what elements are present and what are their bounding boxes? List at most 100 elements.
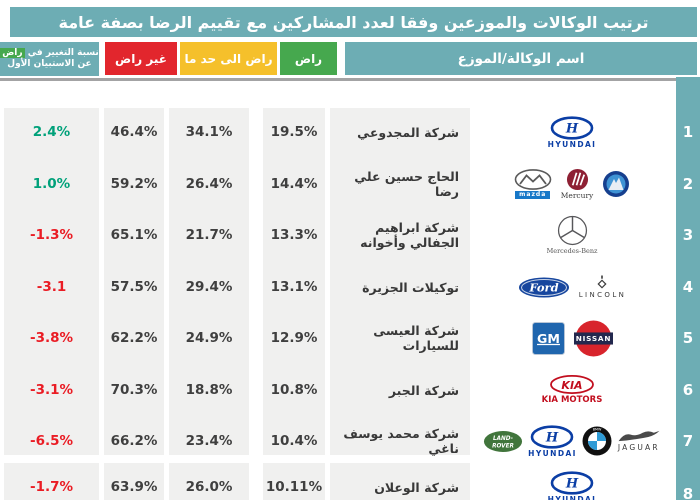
- not-satisfied-value: 63.9%: [110, 479, 158, 495]
- svg-text:H: H: [565, 121, 579, 136]
- mazda-logo: mazda: [514, 169, 552, 199]
- change-value: 1.0%: [32, 176, 71, 192]
- svg-text:H: H: [565, 476, 579, 491]
- column-header-satisfied: راض: [280, 42, 337, 75]
- hyundai-logo: H HYUNDAI: [548, 471, 597, 500]
- somewhat-satisfied-value: 34.1%: [185, 124, 233, 140]
- rank-number: 8: [682, 485, 694, 500]
- column-header-agency-name: اسم الوكالة/الموزع: [345, 42, 697, 75]
- column-strip: [169, 108, 249, 455]
- agency-name: توكيلات الجزيرة: [362, 279, 459, 295]
- svg-text:LAND-: LAND-: [493, 435, 514, 441]
- agency-name: شركة العيسى للسيارات: [373, 323, 459, 353]
- mercury-logo: Mercury: [561, 168, 593, 200]
- page-title: ترتيب الوكالات والموزعين وفقا لعدد المشا…: [10, 7, 697, 37]
- satisfied-value: 10.8%: [270, 382, 318, 398]
- satisfied-label: راض: [294, 51, 323, 66]
- svg-text:NISSAN: NISSAN: [575, 334, 610, 343]
- satisfied-value: 19.5%: [270, 124, 318, 140]
- agency-name: الحاج حسين علي رضا: [354, 169, 459, 199]
- change-value: -1.3%: [29, 227, 74, 243]
- column-header-change: نسبة التغيير في راض عن الاستبيان الأول: [0, 42, 99, 76]
- agency-column-label: اسم الوكالة/الموزع: [457, 50, 585, 67]
- gm-logo: GM: [531, 321, 565, 355]
- svg-text:KIA: KIA: [561, 379, 582, 392]
- brand-logos: Mercedes-Benz: [472, 209, 672, 261]
- table-row: -1.7% 63.9% 26.0% 10.11% شركة الوعلان H HYUNDA…: [0, 461, 700, 500]
- rank-number-bar: 1 2 3 4 5 6 7 8: [676, 77, 700, 500]
- column-strip: [263, 463, 325, 500]
- jaguar-logo: JAGUAR: [617, 430, 661, 452]
- satisfied-value: 13.1%: [270, 279, 318, 295]
- svg-text:ROVER: ROVER: [492, 443, 514, 449]
- brand-logos: H HYUNDAI: [472, 106, 672, 158]
- change-header-prefix: نسبة التغيير في: [27, 48, 99, 58]
- table-row: -3.1% 70.3% 18.8% 10.8% شركة الجبر KIA KIA MOT…: [0, 364, 700, 416]
- not-satisfied-label: غير راض: [115, 51, 167, 66]
- brand-logos: H HYUNDAI: [472, 461, 672, 500]
- table-row: 2.4% 46.4% 34.1% 19.5% شركة المجدوعي H HYUNDAI: [0, 106, 700, 158]
- page-title-text: ترتيب الوكالات والموزعين وفقا لعدد المشا…: [58, 12, 649, 32]
- somewhat-satisfied-value: 29.4%: [185, 279, 233, 295]
- column-strip: [104, 108, 164, 455]
- somewhat-satisfied-value: 26.0%: [185, 479, 233, 495]
- satisfied-value: 13.3%: [270, 227, 318, 243]
- change-value: -6.5%: [29, 433, 74, 449]
- table-row: 1.0% 59.2% 26.4% 14.4% الحاج حسين علي رضا maz…: [0, 158, 700, 210]
- column-strip: [330, 108, 470, 455]
- rank-number: 5: [682, 329, 694, 347]
- satisfied-value: 10.4%: [270, 433, 318, 449]
- kia-logo: KIA KIA MOTORS: [542, 375, 602, 405]
- land-rover-logo: LAND- ROVER: [483, 430, 523, 453]
- column-header-somewhat-satisfied: راض الى حد ما: [180, 42, 277, 75]
- rank-number: 6: [682, 381, 694, 399]
- agency-name: شركة المجدوعي: [357, 124, 459, 140]
- svg-text:GM: GM: [537, 330, 560, 345]
- column-strip: [4, 463, 99, 500]
- mercedes-benz-logo: Mercedes-Benz: [547, 215, 597, 255]
- brand-logos: LAND- ROVER H HYUNDAI BMW JAGUAR: [472, 415, 672, 467]
- change-header-line2: عن الاستبيان الأول: [7, 59, 92, 69]
- change-value: -3.1%: [29, 382, 74, 398]
- table-row: -3.1 57.5% 29.4% 13.1% توكيلات الجزيرة Ford LI…: [0, 261, 700, 313]
- column-strip: [169, 463, 249, 500]
- satisfied-value: 14.4%: [270, 176, 318, 192]
- somewhat-satisfied-value: 26.4%: [185, 176, 233, 192]
- nissan-logo: NISSAN: [573, 319, 613, 358]
- rank-number: 1: [682, 123, 694, 141]
- change-value: 2.4%: [32, 124, 71, 140]
- lincoln-logo: LINCOLN: [579, 275, 627, 299]
- change-value: -3.1: [36, 279, 67, 295]
- somewhat-satisfied-label: راض الى حد ما: [184, 51, 273, 66]
- hyundai-logo: H HYUNDAI: [528, 425, 577, 458]
- svg-text:H: H: [545, 430, 559, 445]
- rank-number: 3: [682, 226, 694, 244]
- column-strip: [4, 108, 99, 455]
- change-value: -1.7%: [29, 479, 74, 495]
- faw-logo: [602, 170, 630, 198]
- column-strip: [263, 108, 325, 455]
- change-header-line1: نسبة التغيير في راض: [0, 48, 99, 59]
- agency-name: شركة محمد يوسف ناغي: [343, 426, 459, 456]
- rank-number: 7: [682, 432, 694, 450]
- satisfied-value: 10.11%: [265, 479, 323, 495]
- satisfied-value: 12.9%: [270, 330, 318, 346]
- svg-text:BMW: BMW: [593, 428, 602, 432]
- not-satisfied-value: 59.2%: [110, 176, 158, 192]
- not-satisfied-value: 65.1%: [110, 227, 158, 243]
- table-row: -6.5% 66.2% 23.4% 10.4% شركة محمد يوسف ناغي L…: [0, 415, 700, 467]
- change-header-highlight: راض: [0, 48, 25, 58]
- table-row: -1.3% 65.1% 21.7% 13.3% شركة ابراهيم الجفالي…: [0, 209, 700, 261]
- svg-text:Ford: Ford: [528, 280, 558, 294]
- not-satisfied-value: 46.4%: [110, 124, 158, 140]
- agency-name: شركة الوعلان: [374, 479, 459, 495]
- brand-logos: KIA KIA MOTORS: [472, 364, 672, 416]
- brand-logos: mazda Mercury: [472, 158, 672, 210]
- not-satisfied-value: 66.2%: [110, 433, 158, 449]
- brand-logos: Ford LINCOLN: [472, 261, 672, 313]
- column-strip: [104, 463, 164, 500]
- column-header-not-satisfied: غير راض: [105, 42, 177, 75]
- somewhat-satisfied-value: 18.8%: [185, 382, 233, 398]
- somewhat-satisfied-value: 21.7%: [185, 227, 233, 243]
